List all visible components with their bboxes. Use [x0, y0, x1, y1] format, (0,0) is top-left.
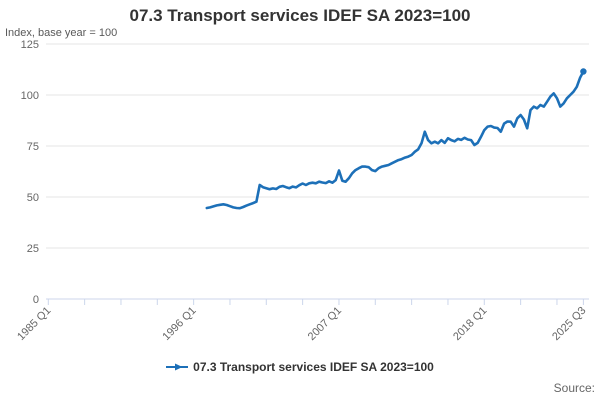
legend-line-marker-icon	[166, 363, 189, 371]
x-axis-tick-label: 1985 Q1	[15, 305, 53, 343]
y-axis-tick-label: 75	[27, 141, 39, 153]
x-axis-tick-label: 1996 Q1	[160, 305, 198, 343]
chart-subtitle: Index, base year = 100	[5, 27, 118, 39]
chart-title: 07.3 Transport services IDEF SA 2023=100	[129, 6, 471, 25]
legend-item[interactable]: 07.3 Transport services IDEF SA 2023=100	[0, 360, 600, 374]
x-axis-tick-label: 2025 Q3	[550, 305, 588, 343]
y-axis-tick-label: 100	[21, 90, 39, 102]
latest-point-marker	[580, 68, 587, 75]
y-axis-tick-label: 0	[33, 294, 39, 306]
x-axis-tick-label: 2007 Q1	[306, 305, 344, 343]
series-line[interactable]	[205, 70, 585, 210]
x-axis-tick-label: 2018 Q1	[451, 305, 489, 343]
plot-area: 0 25 50 75 100 125 1985 Q1 1996 Q1 2007 Q1 2018 Q…	[15, 39, 589, 343]
y-axis-tick-label: 25	[27, 243, 39, 255]
y-axis-tick-label: 125	[21, 39, 39, 51]
source-label: Source:	[553, 381, 595, 395]
legend-series-label: 07.3 Transport services IDEF SA 2023=100	[193, 360, 434, 374]
y-axis-tick-label: 50	[27, 192, 39, 204]
